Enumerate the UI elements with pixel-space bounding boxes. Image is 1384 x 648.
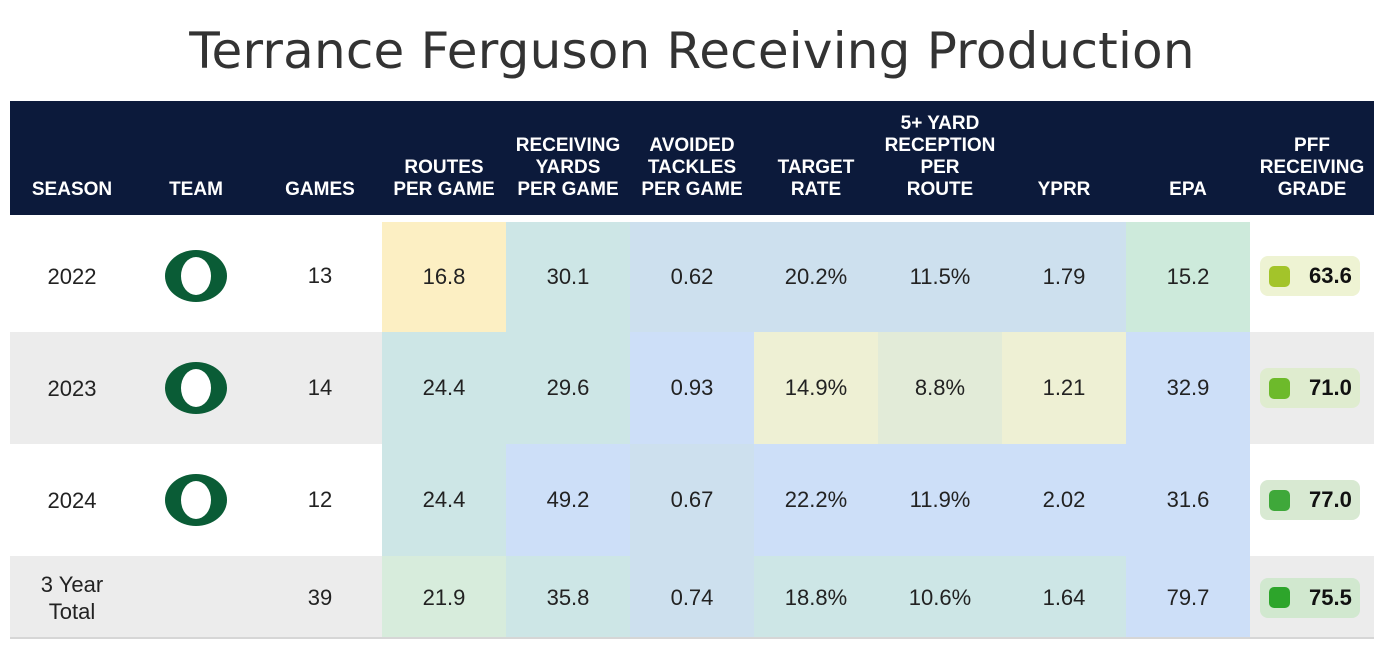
column-header-label: AVOIDED TACKLES PER GAME (641, 135, 743, 200)
stat-cell: 20.2% (754, 222, 878, 332)
stat-cell: 30.1 (506, 222, 630, 332)
page-title: Terrance Ferguson Receiving Production (189, 22, 1195, 80)
table-row: 2022 13 16.8 30.1 0.62 20.2% 11.5% 1.79 15.2 63.6 (10, 220, 1374, 332)
stat-cell: 2.02 (1002, 444, 1126, 556)
grade-badge: 63.6 (1260, 256, 1360, 296)
oregon-o-logo-icon (165, 250, 227, 302)
stat-cell: 79.7 (1126, 556, 1250, 639)
table-header: SEASON TEAM GAMES ROUTES PER GAME RECEIVING … (10, 101, 1374, 215)
column-header: PFF RECEIVING GRADE (1250, 101, 1374, 215)
column-header: YPRR (1002, 101, 1126, 215)
stat-cell: 18.8% (754, 556, 878, 639)
team-cell (134, 220, 258, 332)
stat-cell: 10.6% (878, 556, 1002, 639)
season-cell: 3 Year Total (40, 571, 104, 624)
stat-cell: 24.4 (382, 332, 506, 444)
games-cell: 39 (307, 584, 333, 610)
grade-badge: 75.5 (1260, 577, 1360, 618)
team-cell (134, 332, 258, 444)
table-bottom-border (10, 637, 1374, 639)
column-header: TARGET RATE (754, 101, 878, 215)
games-cell: 13 (307, 263, 333, 288)
column-header-label: SEASON (31, 179, 113, 200)
stat-cell: 0.62 (630, 222, 754, 332)
stat-cell: 0.67 (630, 444, 754, 556)
stat-cell: 31.6 (1126, 444, 1250, 556)
column-header: SEASON (10, 101, 134, 215)
stat-cell: 0.93 (630, 332, 754, 444)
column-header-label: YPRR (1037, 179, 1091, 200)
table-row: 2023 14 24.4 29.6 0.93 14.9% 8.8% 1.21 32.9 71.0 (10, 332, 1374, 444)
grade-value: 75.5 (1309, 584, 1352, 610)
stat-cell: 21.9 (382, 556, 506, 639)
stat-cell: 15.2 (1126, 222, 1250, 332)
stat-cell: 22.2% (754, 444, 878, 556)
games-cell: 14 (307, 375, 333, 400)
games-cell: 12 (307, 487, 333, 512)
column-header-label: PFF RECEIVING GRADE (1259, 135, 1365, 200)
stat-cell: 11.5% (878, 222, 1002, 332)
stat-cell: 16.8 (382, 222, 506, 332)
column-header: 5+ YARD RECEPTION PER ROUTE (878, 101, 1002, 215)
column-header: RECEIVING YARDS PER GAME (506, 101, 630, 215)
stat-cell: 1.64 (1002, 556, 1126, 639)
grade-color-swatch (1269, 587, 1290, 608)
grade-value: 77.0 (1309, 487, 1352, 512)
column-header: ROUTES PER GAME (382, 101, 506, 215)
stat-cell: 1.79 (1002, 222, 1126, 332)
grade-color-swatch (1269, 377, 1290, 399)
grade-value: 71.0 (1309, 375, 1352, 400)
column-header: TEAM (134, 101, 258, 215)
oregon-o-logo-icon (165, 474, 227, 526)
stat-cell: 0.74 (630, 556, 754, 639)
table-row-total: 3 Year Total 39 21.9 35.8 0.74 18.8% 10.6% 1.64… (10, 556, 1374, 639)
column-header: EPA (1126, 101, 1250, 215)
column-header-label: TARGET RATE (777, 157, 855, 200)
column-header: GAMES (258, 101, 382, 215)
stat-cell: 32.9 (1126, 332, 1250, 444)
column-header-label: RECEIVING YARDS PER GAME (515, 135, 621, 200)
grade-value: 63.6 (1309, 263, 1352, 288)
grade-color-swatch (1269, 265, 1290, 287)
column-header-label: 5+ YARD RECEPTION PER ROUTE (884, 113, 996, 200)
column-header-label: TEAM (169, 179, 223, 200)
season-cell: 2024 (47, 487, 97, 513)
grade-color-swatch (1269, 489, 1290, 511)
stat-cell: 14.9% (754, 332, 878, 444)
column-header-label: EPA (1169, 179, 1207, 200)
oregon-o-logo-icon (165, 362, 227, 414)
team-cell (134, 556, 258, 639)
stat-cell: 29.6 (506, 332, 630, 444)
team-cell (134, 444, 258, 556)
stat-cell: 1.21 (1002, 332, 1126, 444)
stat-cell: 8.8% (878, 332, 1002, 444)
grade-badge: 77.0 (1260, 480, 1360, 520)
column-header-label: ROUTES PER GAME (393, 157, 495, 200)
stat-cell: 11.9% (878, 444, 1002, 556)
stat-cell: 35.8 (506, 556, 630, 639)
grade-badge: 71.0 (1260, 368, 1360, 408)
season-cell: 2022 (47, 263, 97, 289)
column-header-label: GAMES (285, 179, 355, 200)
season-cell: 2023 (47, 375, 97, 401)
column-header: AVOIDED TACKLES PER GAME (630, 101, 754, 215)
stat-cell: 24.4 (382, 444, 506, 556)
table-row: 2024 12 24.4 49.2 0.67 22.2% 11.9% 2.02 31.6 77.0 (10, 444, 1374, 556)
stat-cell: 49.2 (506, 444, 630, 556)
